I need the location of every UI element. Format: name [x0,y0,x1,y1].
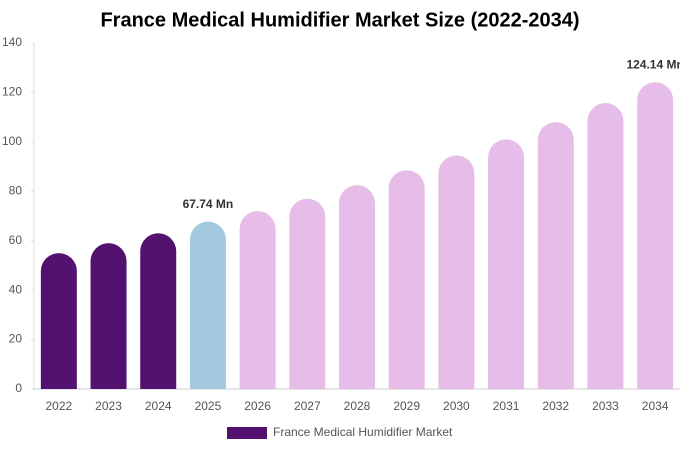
chart-title: France Medical Humidifier Market Size (2… [100,9,579,31]
x-tick-label: 2030 [443,399,470,413]
bar [587,103,624,389]
bar [488,139,525,389]
x-tick-label: 2028 [344,399,371,413]
bar [537,122,574,390]
bar [239,211,276,389]
x-tick-label: 2032 [542,399,569,413]
value-label: 124.14 Mn [626,57,680,71]
x-tick-label: 2029 [393,399,420,413]
bar [189,221,226,389]
x-tick-label: 2025 [195,399,222,413]
bar [438,155,475,389]
y-tick-label: 40 [9,282,23,296]
legend-swatch [227,427,267,439]
x-tick-label: 2033 [592,399,619,413]
bar [339,185,375,389]
bar [140,233,177,389]
x-tick-label: 2026 [244,399,271,413]
value-label: 67.74 Mn [183,197,234,211]
bar [90,243,127,389]
x-tick-label: 2031 [493,399,520,413]
legend-label: France Medical Humidifier Market [273,425,453,439]
y-tick-label: 60 [9,233,23,247]
x-tick-label: 2022 [45,399,72,413]
y-tick-label: 20 [9,332,23,346]
x-tick-label: 2024 [145,399,172,413]
y-tick-label: 80 [9,183,23,197]
x-tick-label: 2027 [294,399,321,413]
bar [388,170,425,389]
y-tick-label: 0 [15,381,22,395]
y-tick-label: 120 [2,85,22,99]
y-tick-label: 140 [2,35,22,49]
bar [289,198,326,389]
bar [40,253,77,389]
y-tick-label: 100 [2,134,22,148]
x-tick-label: 2023 [95,399,122,413]
x-tick-label: 2034 [642,399,669,413]
bar [637,82,674,390]
